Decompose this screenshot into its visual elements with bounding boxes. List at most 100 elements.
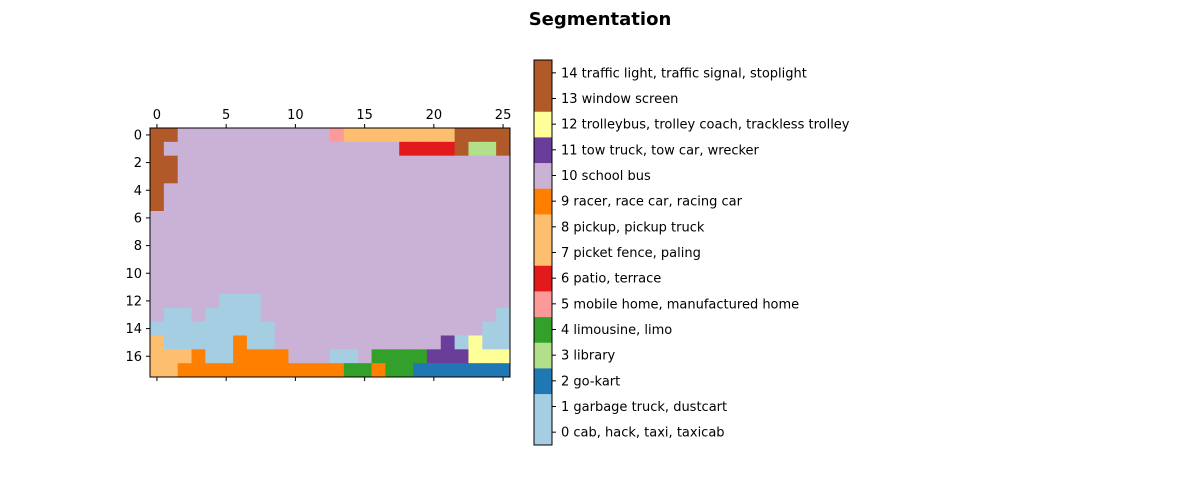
heatmap-cell — [440, 197, 456, 212]
heatmap-cell — [177, 183, 192, 198]
heatmap-cell — [246, 280, 262, 295]
heatmap-cell — [316, 155, 331, 170]
heatmap-cell — [316, 211, 331, 226]
heatmap-cell — [219, 224, 234, 240]
heatmap-cell — [150, 224, 165, 240]
heatmap-cell — [357, 294, 372, 309]
heatmap-cell — [191, 197, 206, 212]
heatmap-cell — [468, 128, 483, 143]
heatmap-cell — [371, 141, 386, 157]
heatmap-cell — [191, 224, 206, 240]
heatmap-cell — [163, 211, 179, 226]
colorbar-tick-label: 3 library — [561, 349, 616, 364]
heatmap-cell — [219, 321, 234, 336]
heatmap-cell — [468, 266, 483, 281]
heatmap-cell — [440, 128, 456, 143]
heatmap-cell — [496, 169, 511, 184]
heatmap-cell — [191, 266, 206, 281]
heatmap-cell — [316, 280, 331, 295]
heatmap-cell — [399, 141, 414, 157]
heatmap-cell — [246, 321, 262, 336]
heatmap-cell — [219, 349, 234, 364]
heatmap-cell — [496, 280, 511, 295]
heatmap-cell — [219, 169, 234, 184]
heatmap-cell — [343, 280, 359, 295]
heatmap-cell — [399, 335, 414, 350]
colorbar-segment — [534, 368, 552, 395]
heatmap-cell — [385, 238, 400, 253]
heatmap-cell — [219, 335, 234, 350]
heatmap-cell — [302, 335, 317, 350]
heatmap-cell — [246, 155, 262, 170]
heatmap-cell — [330, 141, 345, 157]
heatmap-cell — [496, 211, 511, 226]
heatmap-cell — [330, 238, 345, 253]
heatmap-cell — [288, 238, 303, 253]
heatmap-cell — [426, 224, 442, 240]
heatmap-cell — [246, 197, 262, 212]
heatmap-cell — [330, 155, 345, 170]
heatmap-cell — [246, 238, 262, 253]
heatmap-cell — [177, 349, 192, 364]
heatmap-cell — [357, 169, 372, 184]
heatmap-cell — [426, 128, 442, 143]
heatmap-cell — [343, 266, 359, 281]
heatmap-cell — [316, 266, 331, 281]
heatmap-cell — [260, 363, 276, 378]
heatmap-cell — [260, 128, 276, 143]
colorbar-segment — [534, 342, 552, 369]
heatmap-cell — [177, 321, 192, 336]
colorbar-segment — [534, 85, 552, 112]
heatmap-cell — [496, 294, 511, 309]
y-tick-label: 2 — [134, 156, 142, 171]
heatmap-cell — [163, 183, 179, 198]
heatmap-cell — [496, 141, 511, 157]
heatmap-cell — [316, 349, 331, 364]
heatmap-cell — [482, 252, 497, 267]
heatmap-cell — [177, 252, 192, 267]
heatmap-cell — [371, 197, 386, 212]
heatmap-cell — [426, 280, 442, 295]
heatmap-cell — [163, 294, 179, 309]
heatmap-cell — [343, 197, 359, 212]
heatmap-cell — [371, 307, 386, 323]
heatmap-cell — [371, 266, 386, 281]
heatmap-cell — [343, 321, 359, 336]
heatmap-cell — [302, 211, 317, 226]
heatmap-cell — [343, 141, 359, 157]
heatmap-cell — [440, 363, 456, 378]
heatmap-cell — [260, 294, 276, 309]
heatmap-cell — [316, 183, 331, 198]
heatmap-cell — [260, 169, 276, 184]
heatmap-cell — [233, 183, 248, 198]
colorbar-tick-label: 11 tow truck, tow car, wrecker — [561, 143, 760, 158]
heatmap-cell — [150, 141, 165, 157]
heatmap-cell — [482, 224, 497, 240]
heatmap-cell — [482, 238, 497, 253]
colorbar-tick-label: 7 picket fence, paling — [561, 246, 701, 261]
heatmap-cell — [385, 266, 400, 281]
heatmap-cell — [440, 335, 456, 350]
heatmap-cell — [357, 183, 372, 198]
heatmap-cell — [440, 266, 456, 281]
heatmap-cell — [288, 307, 303, 323]
heatmap-cell — [150, 252, 165, 267]
heatmap-cell — [177, 266, 192, 281]
heatmap-cell — [496, 363, 511, 378]
heatmap-cell — [205, 321, 220, 336]
heatmap-cell — [316, 363, 331, 378]
heatmap-cell — [274, 335, 289, 350]
heatmap-cell — [274, 155, 289, 170]
heatmap-cell — [440, 169, 456, 184]
heatmap-cell — [413, 197, 428, 212]
heatmap-cell — [288, 266, 303, 281]
colorbar-segment — [534, 291, 552, 318]
heatmap-cell — [413, 211, 428, 226]
heatmap-cell — [205, 349, 220, 364]
colorbar-segment — [534, 239, 552, 266]
heatmap-cell — [163, 197, 179, 212]
colorbar-tick-label: 10 school bus — [561, 169, 651, 184]
heatmap-cell — [177, 307, 192, 323]
heatmap-cell — [330, 307, 345, 323]
heatmap-cell — [454, 128, 469, 143]
